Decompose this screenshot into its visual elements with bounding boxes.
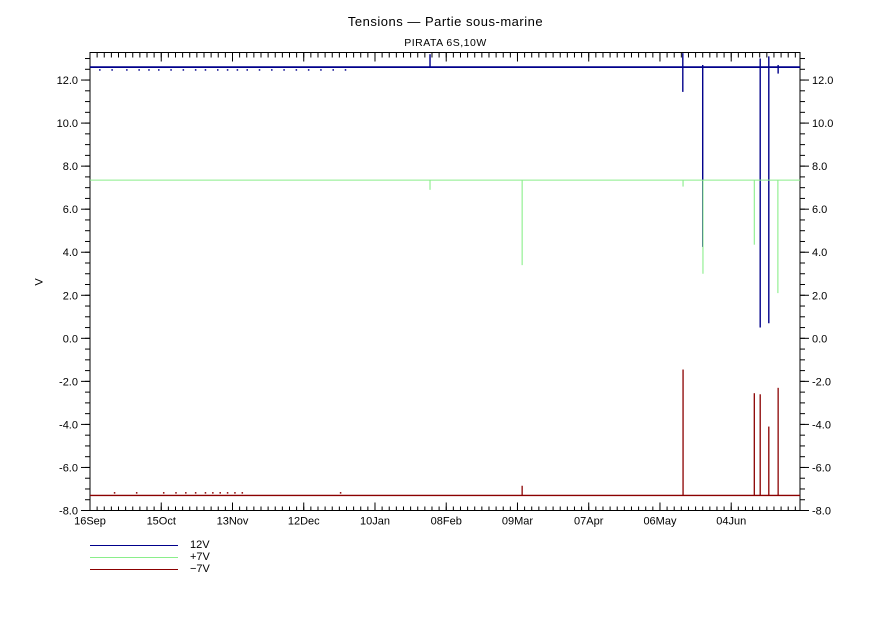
series-noise-−7V: [194, 492, 197, 494]
y-tick-label-right: 8.0: [812, 161, 827, 173]
series-noise-12V: [158, 69, 160, 71]
chart-title: Tensions — Partie sous-marine: [347, 14, 544, 29]
series-noise-12V: [332, 69, 334, 71]
y-tick-label-left: -4.0: [59, 419, 78, 431]
y-tick-label-left: -2.0: [59, 376, 78, 388]
legend-line-minus7v: [90, 568, 178, 570]
series-noise-12V: [283, 69, 285, 71]
x-tick-label: 08Feb: [431, 516, 462, 528]
y-tick-label-left: 2.0: [63, 290, 78, 302]
series-noise-12V: [307, 69, 310, 71]
series-noise-−7V: [339, 492, 342, 494]
y-tick-label-left: 12.0: [57, 75, 78, 87]
series-noise-12V: [99, 69, 101, 71]
plot-frame: [89, 52, 801, 511]
x-tick-label: 16Sep: [74, 516, 106, 528]
series-noise-−7V: [175, 492, 177, 494]
legend-line-plus7v: [90, 556, 178, 558]
series-noise-12V: [182, 69, 185, 71]
series-noise-12V: [226, 69, 229, 71]
series-noise-12V: [126, 69, 128, 71]
series-noise-−7V: [162, 492, 165, 494]
series-noise-12V: [246, 69, 248, 71]
series-noise-12V: [148, 69, 150, 71]
series-noise-12V: [258, 69, 261, 71]
series-noise-12V: [320, 69, 322, 71]
series-noise-12V: [170, 69, 172, 71]
y-tick-label-right: 6.0: [812, 204, 827, 216]
series-noise-12V: [295, 69, 298, 71]
series-noise-12V: [111, 69, 113, 71]
chart-subtitle: PIRATA 6S,10W: [404, 37, 487, 49]
series-noise-−7V: [185, 492, 187, 494]
x-tick-label: 06May: [643, 516, 677, 528]
series-noise-−7V: [226, 492, 229, 494]
x-tick-label: 07Apr: [574, 516, 604, 528]
x-tick-label: 09Mar: [502, 516, 534, 528]
series-noise-12V: [344, 69, 347, 71]
legend-label-plus7v: +7V: [190, 551, 210, 563]
y-tick-label-right: 4.0: [812, 247, 827, 259]
series-noise-−7V: [241, 492, 244, 494]
x-tick-label: 13Nov: [217, 516, 249, 528]
legend-item-plus7v: +7V: [90, 551, 210, 563]
series-noise-−7V: [219, 492, 221, 494]
y-tick-label-right: -2.0: [812, 376, 831, 388]
legend: 12V +7V −7V: [90, 539, 210, 575]
y-tick-label-right: 10.0: [812, 118, 833, 130]
y-tick-label-left: 0.0: [63, 333, 78, 345]
x-tick-label: 10Jan: [360, 516, 390, 528]
series-noise-−7V: [135, 492, 138, 494]
y-tick-label-right: 2.0: [812, 290, 827, 302]
y-tick-label-left: -8.0: [59, 506, 78, 518]
series-noise-12V: [271, 69, 273, 71]
series-noise-12V: [194, 69, 197, 71]
series-noise-12V: [217, 69, 219, 71]
series-noise-12V: [204, 69, 207, 71]
y-tick-label-left: 10.0: [57, 118, 78, 130]
series-noise-−7V: [212, 492, 214, 494]
series-noise-−7V: [204, 492, 207, 494]
x-tick-label: 04Jun: [716, 516, 746, 528]
series-noise-−7V: [113, 492, 116, 494]
legend-item-12v: 12V: [90, 539, 210, 551]
y-tick-label-left: -6.0: [59, 462, 78, 474]
series-noise-12V: [138, 69, 140, 71]
y-tick-label-right: 0.0: [812, 333, 827, 345]
y-tick-label-left: 6.0: [63, 204, 78, 216]
series-noise-12V: [236, 69, 239, 71]
y-tick-label-right: -4.0: [812, 419, 831, 431]
y-tick-label-right: -6.0: [812, 462, 831, 474]
y-tick-label-right: -8.0: [812, 506, 831, 518]
y-tick-label-left: 8.0: [63, 161, 78, 173]
legend-label-12v: 12V: [190, 539, 210, 551]
y-tick-label-right: 12.0: [812, 75, 833, 87]
x-tick-label: 12Dec: [288, 516, 320, 528]
x-tick-label: 15Oct: [147, 516, 176, 528]
legend-line-12v: [90, 544, 178, 546]
legend-label-minus7v: −7V: [190, 563, 210, 575]
legend-item-minus7v: −7V: [90, 563, 210, 575]
y-tick-label-left: 4.0: [63, 247, 78, 259]
series-noise-−7V: [234, 492, 236, 494]
